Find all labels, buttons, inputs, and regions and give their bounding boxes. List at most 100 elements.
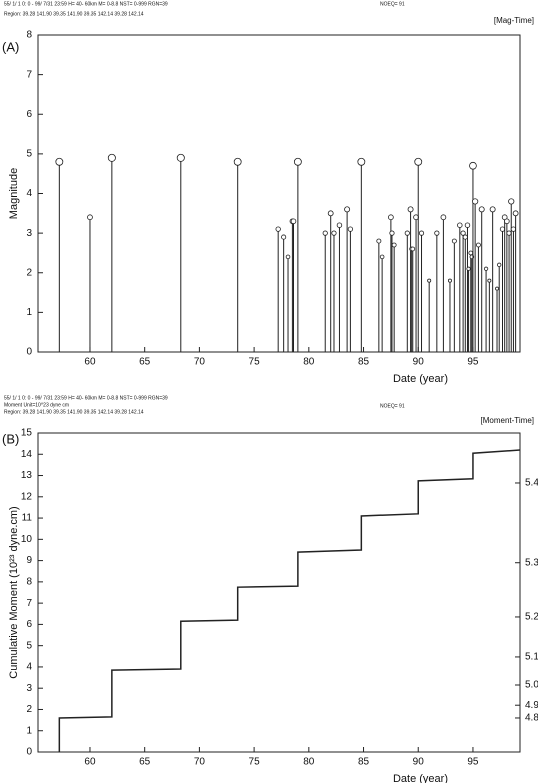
stem-marker — [487, 278, 492, 283]
stem-marker — [427, 278, 432, 283]
x-tick-label: 60 — [84, 357, 96, 368]
stem-marker — [475, 242, 481, 248]
stem-marker — [447, 278, 452, 283]
stem-marker — [391, 242, 397, 248]
header-line: 55/ 1/ 1 0: 0 - 99/ 7/31 23:59 H= 40- 60… — [4, 395, 168, 401]
y-tick-label: 5 — [26, 149, 32, 160]
x-tick-label: 70 — [194, 357, 206, 368]
noeq: NOEQ= 91 — [380, 403, 405, 409]
header-line: Region: 39.28 141.90 39.35 141.90 39.35 … — [4, 409, 144, 415]
plot-frame — [37, 432, 521, 753]
stem-marker — [512, 210, 519, 217]
y2-tick-label: 5.4 — [525, 478, 538, 489]
header-line: 55/ 1/ 1 0: 0 - 99/ 7/31 23:59 H= 40- 60… — [4, 1, 168, 7]
stem-marker — [357, 157, 366, 166]
stem-marker — [495, 286, 499, 291]
x-tick-label: 75 — [249, 757, 261, 768]
stem-marker — [464, 222, 471, 228]
stem-marker — [457, 222, 463, 228]
stem-marker — [336, 222, 343, 228]
stem-marker — [440, 214, 447, 221]
stem-marker — [107, 153, 116, 162]
header-line: Moment Unit=10^23 dyne cm — [4, 402, 69, 408]
x-tick-label: 65 — [139, 357, 151, 368]
stem-marker — [466, 266, 471, 271]
y-tick-label: 10 — [21, 534, 33, 545]
stem-marker — [499, 226, 506, 232]
x-tick-label: 95 — [467, 357, 479, 368]
stem-marker — [468, 250, 474, 256]
stem-marker — [451, 238, 457, 244]
y-tick-label: 7 — [26, 69, 32, 80]
y-tick-label: 3 — [26, 683, 32, 694]
stem-marker — [472, 198, 479, 205]
stem-marker — [508, 198, 515, 205]
stem-marker — [407, 206, 414, 213]
stem-marker — [460, 230, 466, 236]
stem-marker — [293, 157, 302, 166]
stem-marker — [504, 218, 510, 225]
y-tick-label: 2 — [26, 704, 32, 715]
stem-marker — [331, 230, 337, 236]
stem-marker — [404, 230, 410, 236]
y-tick-label: 12 — [21, 491, 33, 502]
stem-marker — [434, 230, 440, 236]
y-tick-label: 3 — [26, 228, 32, 239]
y-tick-label: 15 — [21, 428, 33, 439]
y-tick-label: 9 — [26, 555, 32, 566]
stem-marker — [506, 230, 512, 236]
y2-tick-label: 5.0 — [525, 680, 538, 691]
stem-marker — [87, 214, 93, 221]
y2-tick-label: 5.3 — [525, 557, 538, 568]
noeq: NOEQ= 91 — [380, 1, 405, 7]
stem-marker — [389, 230, 395, 236]
stem-marker — [275, 226, 281, 232]
x-tick-label: 90 — [413, 757, 425, 768]
stem-marker — [176, 153, 185, 162]
panel-tag: [Mag-Time] — [494, 16, 534, 25]
y-tick-label: 0 — [26, 747, 32, 758]
stem-marker — [478, 206, 485, 213]
x-tick-label: 85 — [358, 757, 370, 768]
y2-tick-label: 4.8 — [525, 713, 538, 724]
x-tick-label: 70 — [194, 757, 206, 768]
stem-marker — [418, 230, 425, 236]
stem-marker — [327, 210, 334, 217]
y-tick-label: 13 — [21, 470, 33, 481]
x-tick-label: 90 — [413, 357, 425, 368]
stem-marker — [344, 206, 351, 213]
y-tick-label: 4 — [26, 188, 32, 199]
y-tick-label: 8 — [26, 30, 32, 41]
x-tick-label: 80 — [303, 757, 315, 768]
x-tick-label: 95 — [467, 757, 479, 768]
y2-tick-label: 5.2 — [525, 612, 538, 623]
panel-label: (B) — [2, 431, 19, 446]
stem-marker — [497, 262, 502, 268]
stem-marker — [285, 254, 291, 260]
y-tick-label: 4 — [26, 662, 32, 673]
stem-marker — [55, 157, 64, 166]
plot-frame — [37, 34, 521, 353]
x-axis-label: Date (year) — [393, 373, 448, 385]
stem-marker — [233, 157, 242, 166]
stem-marker — [347, 226, 354, 232]
y2-tick-label: 4.9 — [525, 700, 538, 711]
stem-marker — [388, 214, 394, 221]
x-tick-label: 85 — [358, 357, 370, 368]
y-tick-label: 2 — [26, 267, 32, 278]
y-tick-label: 6 — [26, 619, 32, 630]
cumulative-line — [58, 449, 521, 752]
stem-marker — [510, 226, 517, 232]
y-tick-label: 0 — [26, 347, 32, 358]
stem-marker — [414, 157, 423, 166]
stem-marker — [462, 234, 468, 240]
y-tick-label: 8 — [26, 577, 32, 588]
stem-marker — [281, 234, 287, 240]
y-tick-label: 7 — [26, 598, 32, 609]
panel-tag: [Moment-Time] — [481, 416, 535, 425]
x-tick-label: 80 — [303, 357, 315, 368]
x-tick-label: 60 — [84, 757, 96, 768]
stem-marker — [379, 254, 385, 260]
x-tick-label: 75 — [249, 357, 261, 368]
stem-marker — [322, 230, 328, 236]
